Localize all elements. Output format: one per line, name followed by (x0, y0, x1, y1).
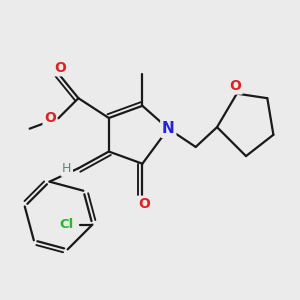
Text: O: O (230, 79, 241, 93)
Text: N: N (162, 121, 175, 136)
Text: O: O (54, 61, 66, 75)
Text: H: H (62, 162, 71, 176)
Text: O: O (44, 111, 56, 125)
Text: Cl: Cl (59, 218, 74, 231)
Text: O: O (138, 197, 150, 211)
